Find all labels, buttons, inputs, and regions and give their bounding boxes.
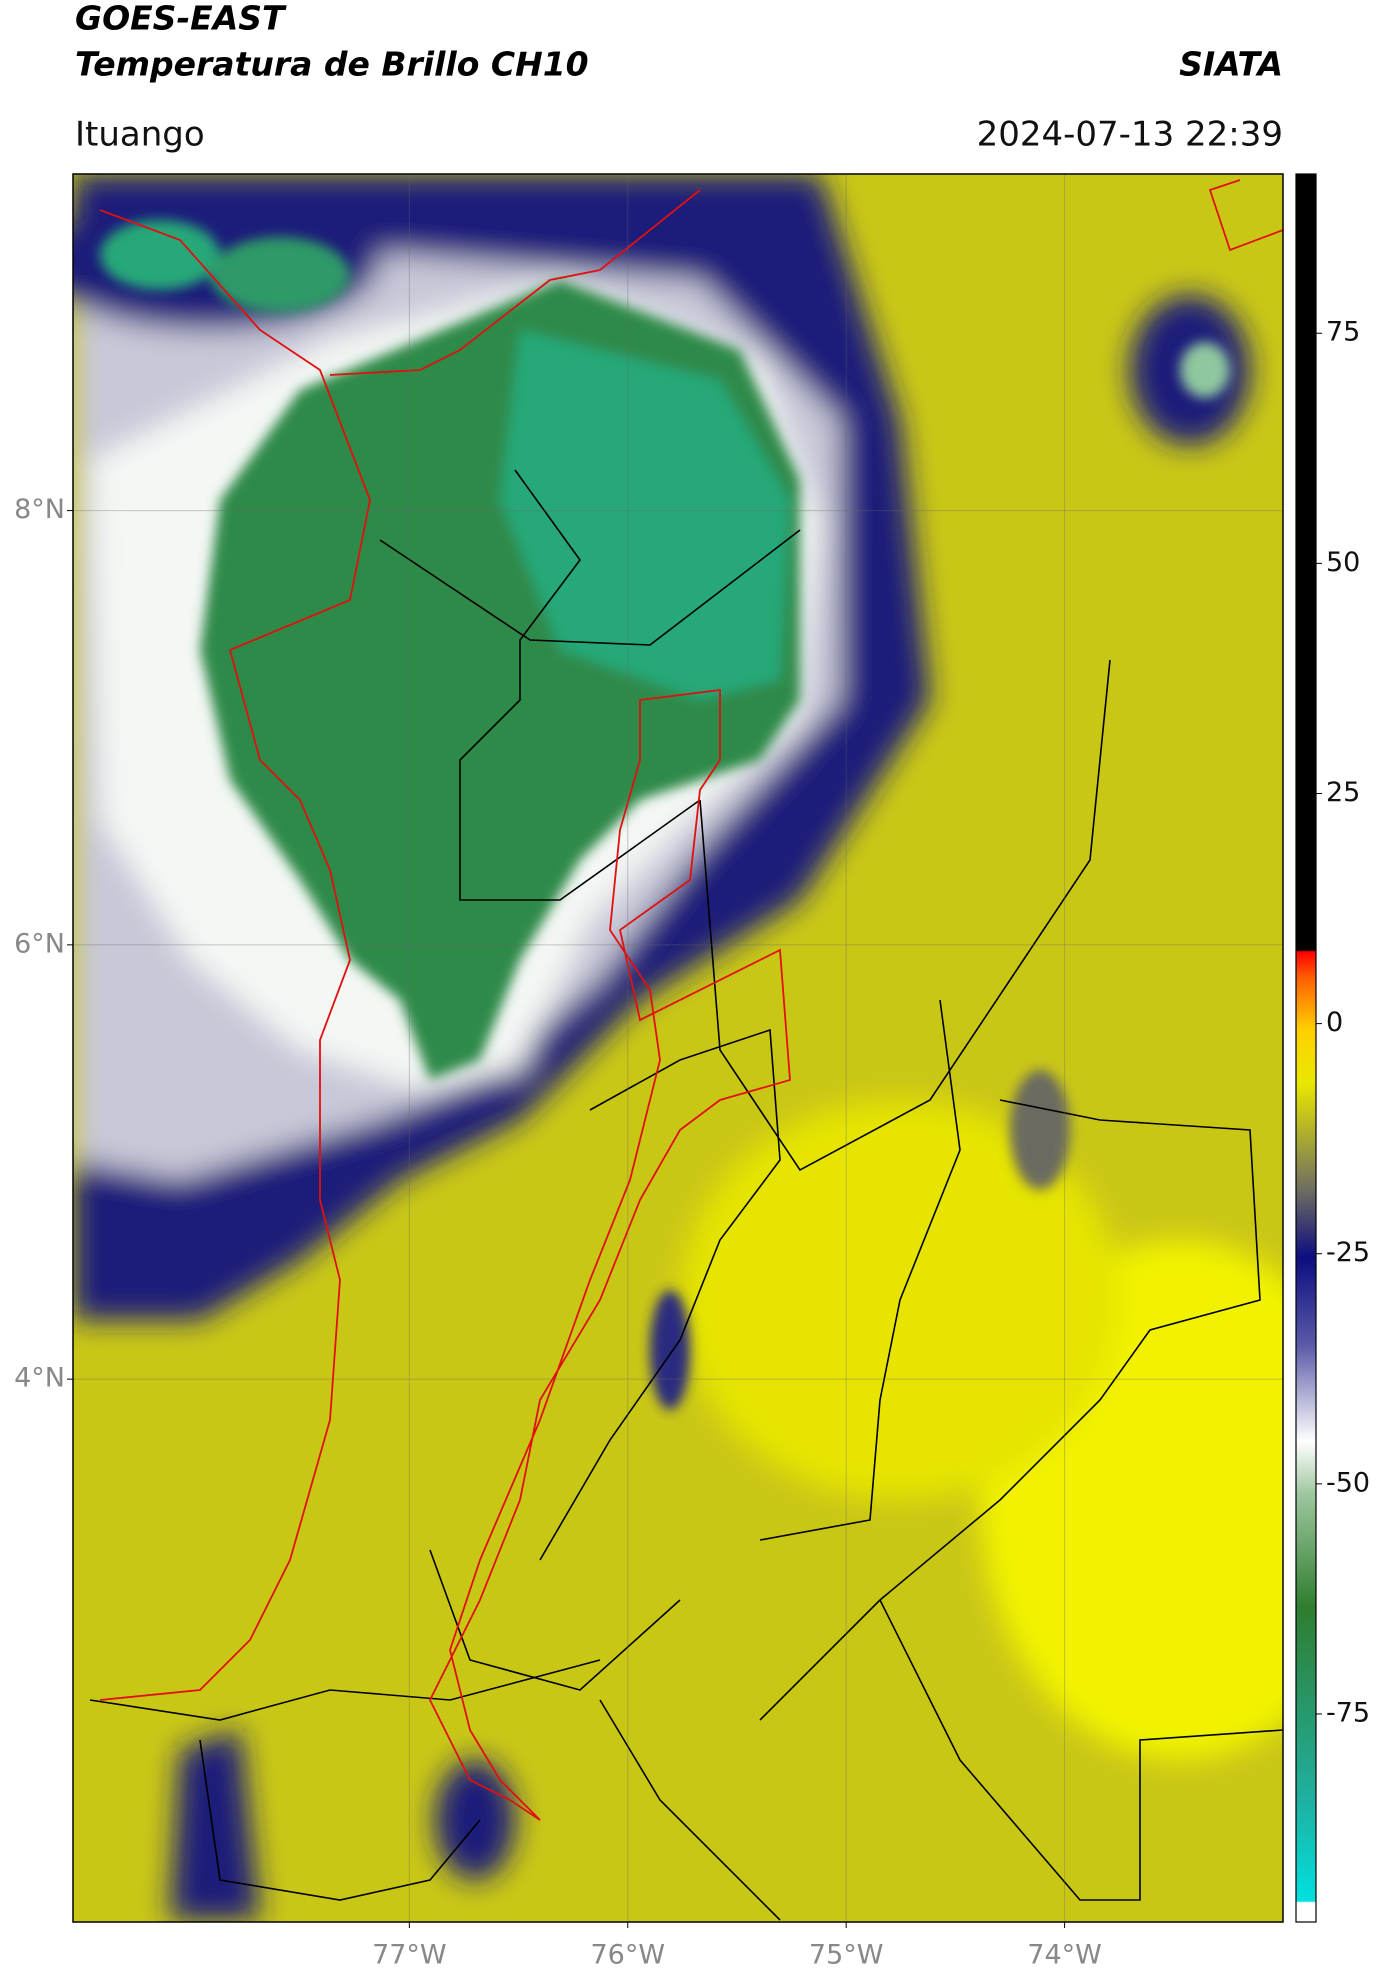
timestamp: 2024-07-13 22:39 (977, 115, 1283, 155)
grid (67, 174, 1283, 1928)
colorbar-tick-label: 50 (1326, 547, 1360, 578)
x-tick-label: 77°W (372, 1940, 447, 1971)
map-frame (72, 173, 1284, 1923)
subtitle: Temperatura de Brillo CH10 (75, 45, 589, 84)
y-tick-label: 4°N (14, 1363, 65, 1394)
y-tick-label: 6°N (14, 928, 65, 959)
colorbar-tick-label: 75 (1326, 317, 1360, 348)
x-tick-label: 76°W (590, 1940, 665, 1971)
y-tick-label: 8°N (14, 494, 65, 525)
colorbar-tick-label: -50 (1326, 1467, 1370, 1498)
source: SIATA (1179, 45, 1283, 84)
x-tick-label: 75°W (809, 1940, 884, 1971)
region: Ituango (75, 115, 205, 155)
satellite-image (73, 174, 1283, 1922)
colorbar-tick-label: -75 (1326, 1697, 1370, 1728)
colorbar-tick-label: 25 (1326, 777, 1360, 808)
x-tick-label: 74°W (1027, 1940, 1102, 1971)
colorbar-tick-label: -25 (1326, 1237, 1370, 1268)
colorbar (1295, 173, 1317, 1923)
colorbar-tick-label: 0 (1326, 1007, 1343, 1038)
title: GOES-EAST (75, 0, 287, 38)
